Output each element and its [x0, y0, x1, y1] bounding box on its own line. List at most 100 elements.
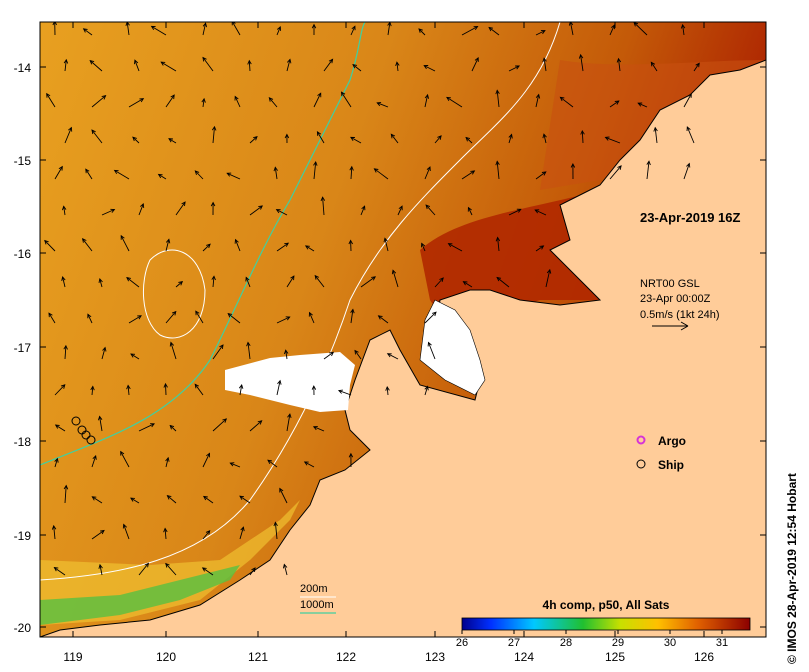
current-arrowhead [418, 28, 423, 33]
current-arrowhead [284, 133, 290, 139]
current-arrowhead [312, 425, 318, 431]
current-arrow [202, 23, 207, 36]
current-arrowhead [439, 277, 444, 283]
current-arrow [99, 416, 103, 432]
current-arrowhead [385, 386, 390, 391]
lon-label: 123 [425, 650, 445, 664]
current-arrow [323, 351, 334, 360]
current-arrowhead [275, 209, 281, 214]
current-arrow [465, 137, 473, 144]
current-arrow [53, 525, 56, 540]
current-arrow [239, 384, 243, 396]
current-arrowhead [508, 133, 513, 139]
current-arrowhead [169, 341, 175, 347]
current-arrowhead [53, 567, 59, 572]
current-arrow [234, 96, 241, 108]
isobath-1000m [40, 22, 366, 466]
current-arrow [274, 167, 278, 180]
current-arrow [91, 95, 106, 108]
current-arrowhead [54, 457, 59, 463]
credit-text: © IMOS 28-Apr-2019 12:54 Hobart [785, 473, 799, 664]
argo-symbol [636, 435, 646, 445]
current-arrowhead [303, 461, 309, 466]
current-arrowhead [144, 562, 150, 568]
current-arrows [44, 22, 700, 576]
current-arrowhead [446, 96, 451, 102]
current-arrowhead [340, 91, 346, 97]
current-arrowhead [320, 196, 326, 202]
current-arrow [169, 425, 177, 432]
currents-model: NRT00 GSL [640, 278, 700, 290]
ship-marker [86, 435, 96, 445]
current-arrowhead [134, 59, 139, 65]
current-arrowhead [371, 276, 377, 281]
current-arrowhead [113, 169, 119, 175]
map-frame [39, 21, 767, 638]
current-arrow [85, 168, 93, 180]
current-arrow [535, 245, 544, 252]
current-arrow [165, 383, 167, 396]
current-arrow [55, 424, 66, 432]
current-arrow [92, 496, 103, 504]
current-arrowhead [474, 56, 479, 62]
current-arrowhead [470, 170, 476, 175]
current-arrow [230, 462, 241, 468]
current-arrow [120, 235, 130, 252]
current-arrow [202, 567, 214, 576]
current-arrowhead [227, 312, 233, 318]
current-arrow [350, 137, 362, 144]
current-arrowhead [181, 201, 186, 207]
lat-label: -20 [14, 621, 32, 635]
current-arrowhead [61, 276, 66, 282]
lat-label: -18 [14, 435, 32, 449]
current-arrowhead [351, 25, 356, 31]
current-arrowhead [423, 65, 429, 70]
current-arrow [638, 102, 648, 108]
ship-markers [71, 416, 96, 445]
current-arrowhead [61, 205, 67, 211]
current-arrowhead [171, 310, 177, 316]
current-arrow [609, 100, 620, 108]
current-arrowhead [44, 239, 49, 245]
lat-label: -19 [14, 529, 32, 543]
current-arrow [120, 451, 130, 468]
current-arrowhead [316, 131, 322, 136]
lon-label: 126 [694, 650, 714, 664]
current-arrow [247, 342, 251, 360]
current-arrow [82, 238, 93, 252]
current-arrowhead [496, 276, 502, 282]
current-arrowhead [210, 201, 216, 207]
map-title: 23-Apr-2019 16Z [640, 210, 740, 225]
current-arrowhead [170, 94, 175, 100]
current-arrow [508, 208, 521, 216]
current-arrow [424, 94, 429, 108]
current-arrowhead [308, 311, 313, 317]
current-arrowhead [329, 351, 335, 357]
lon-label: 121 [248, 650, 268, 664]
current-arrowhead [617, 165, 622, 170]
current-arrowhead [352, 63, 358, 69]
current-arrowhead [313, 161, 318, 166]
current-arrow [392, 270, 399, 288]
current-arrowhead [376, 101, 382, 107]
current-arrowhead [168, 138, 174, 143]
current-arrowhead [542, 133, 547, 139]
current-arrowhead [314, 274, 320, 280]
current-arrowhead [267, 459, 273, 465]
current-arrowhead [286, 58, 292, 64]
current-arrowhead [273, 521, 278, 527]
current-arrow [114, 170, 130, 180]
current-arrowhead [85, 168, 90, 174]
current-arrow [488, 27, 500, 36]
current-arrowhead [89, 59, 95, 65]
current-arrow [508, 134, 513, 144]
current-arrow [165, 239, 170, 252]
current-arrow [350, 26, 356, 36]
current-arrowhead [120, 450, 125, 456]
current-arrow [194, 384, 204, 396]
current-arrow [309, 312, 315, 324]
current-arrow [132, 136, 140, 144]
current-arrow [313, 93, 322, 108]
current-arrowhead [390, 133, 396, 139]
